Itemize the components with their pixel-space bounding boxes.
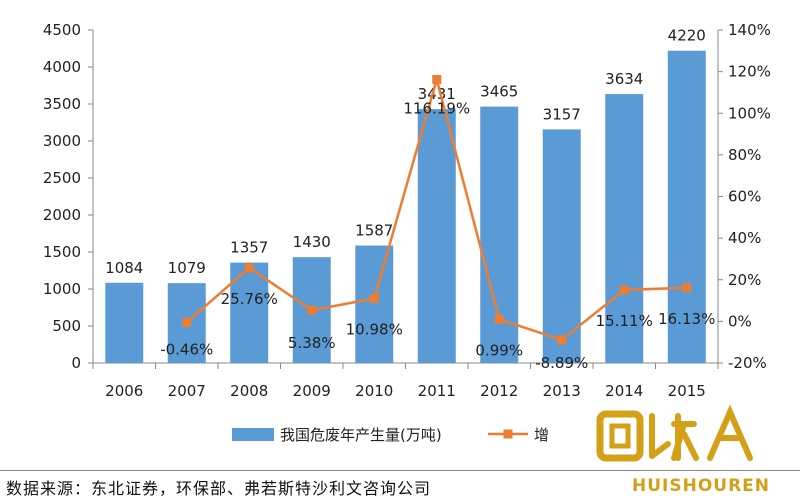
bar-value-label: 3634 bbox=[605, 70, 643, 88]
growth-value-label: -8.89% bbox=[535, 354, 588, 372]
left-axis-ticks: 0 500 1000 1500 2000 2500 3000 3500 4000 4500 bbox=[43, 21, 93, 372]
x-tick-label: 2006 bbox=[105, 382, 143, 400]
right-tick-label: 60% bbox=[728, 188, 761, 206]
bar-value-label: 1357 bbox=[230, 239, 268, 257]
divider bbox=[0, 470, 800, 471]
x-tick-label: 2015 bbox=[668, 382, 706, 400]
line-data-labels: -0.46% 25.76% 5.38% 10.98% 116.19% 0.99% -8.89… bbox=[160, 100, 715, 372]
growth-marker bbox=[557, 335, 567, 345]
growth-marker bbox=[369, 294, 379, 304]
bar-value-label: 1430 bbox=[293, 233, 331, 251]
x-tick-label: 2010 bbox=[355, 382, 393, 400]
bar-value-label: 3431 bbox=[418, 85, 456, 103]
legend-bar-label: 我国危废年产生量(万吨) bbox=[280, 426, 442, 444]
growth-value-label: 10.98% bbox=[346, 321, 403, 339]
growth-value-label: 116.19% bbox=[403, 100, 470, 118]
right-tick-label: 0% bbox=[728, 312, 752, 330]
right-tick-label: 20% bbox=[728, 271, 761, 289]
growth-marker bbox=[244, 263, 254, 273]
right-tick-label: 80% bbox=[728, 146, 761, 164]
watermark-text: HUISHOUREN bbox=[631, 476, 770, 496]
left-tick-label: 1000 bbox=[43, 280, 81, 298]
x-tick-label: 2009 bbox=[293, 382, 331, 400]
left-tick-label: 3000 bbox=[43, 132, 81, 150]
x-tick-label: 2013 bbox=[543, 382, 581, 400]
legend-line-marker bbox=[503, 429, 513, 439]
left-tick-label: 2000 bbox=[43, 206, 81, 224]
bar bbox=[542, 129, 581, 363]
growth-marker bbox=[307, 305, 317, 315]
legend-bar-swatch bbox=[232, 428, 274, 441]
growth-marker bbox=[182, 317, 192, 327]
x-tick-label: 2008 bbox=[230, 382, 268, 400]
left-tick-label: 4000 bbox=[43, 58, 81, 76]
bar-value-label: 3465 bbox=[480, 83, 518, 101]
line-series bbox=[182, 74, 692, 345]
source-note: 数据来源：东北证券，环保部、弗若斯特沙利文咨询公司 bbox=[6, 479, 432, 498]
growth-value-label: 5.38% bbox=[288, 334, 336, 352]
x-tick-label: 2012 bbox=[480, 382, 518, 400]
watermark-logo bbox=[596, 404, 753, 462]
bar bbox=[417, 109, 456, 363]
legend-line-label: 增 bbox=[534, 426, 549, 444]
growth-marker bbox=[682, 283, 692, 293]
legend: 我国危废年产生量(万吨) 增 bbox=[232, 426, 549, 444]
left-tick-label: 1500 bbox=[43, 243, 81, 261]
growth-marker bbox=[619, 285, 629, 295]
bar-data-labels: 1084 1079 1357 1430 1587 3431 3465 3157 3634 4220 bbox=[105, 27, 706, 277]
bar bbox=[105, 282, 144, 363]
left-tick-label: 4500 bbox=[43, 21, 81, 39]
growth-value-label: -0.46% bbox=[160, 340, 213, 358]
left-tick-label: 500 bbox=[52, 317, 81, 335]
x-tick-label: 2014 bbox=[605, 382, 643, 400]
bar-value-label: 1587 bbox=[355, 222, 393, 240]
growth-value-label: 15.11% bbox=[596, 312, 653, 330]
right-tick-label: 100% bbox=[728, 104, 771, 122]
growth-value-label: 25.76% bbox=[221, 290, 278, 308]
bar-value-label: 4220 bbox=[668, 27, 706, 45]
bar bbox=[355, 245, 394, 363]
bar bbox=[605, 94, 644, 364]
right-axis-ticks: -20% 0% 20% 40% 60% 80% 100% 120% 140% bbox=[718, 21, 771, 372]
bar bbox=[667, 50, 706, 363]
left-tick-label: 3500 bbox=[43, 95, 81, 113]
left-tick-label: 0 bbox=[71, 354, 81, 372]
bar-value-label: 1084 bbox=[105, 259, 143, 277]
x-tick-label: 2011 bbox=[418, 382, 456, 400]
right-tick-label: -20% bbox=[728, 354, 767, 372]
growth-value-label: 0.99% bbox=[475, 341, 523, 359]
chart: 1084 1079 1357 1430 1587 3431 3465 3157 3634 4220… bbox=[43, 21, 771, 444]
bar-value-label: 1079 bbox=[168, 259, 206, 277]
bar-value-label: 3157 bbox=[543, 105, 581, 123]
right-tick-label: 140% bbox=[728, 21, 771, 39]
right-tick-label: 40% bbox=[728, 229, 761, 247]
x-axis-ticks: 2006 2007 2008 2009 2010 2011 2012 2013 2014 2015 bbox=[92, 363, 719, 400]
left-tick-label: 2500 bbox=[43, 169, 81, 187]
growth-marker bbox=[432, 75, 442, 85]
growth-marker bbox=[494, 314, 504, 324]
growth-value-label: 16.13% bbox=[658, 310, 715, 328]
right-tick-label: 120% bbox=[728, 63, 771, 81]
x-tick-label: 2007 bbox=[168, 382, 206, 400]
